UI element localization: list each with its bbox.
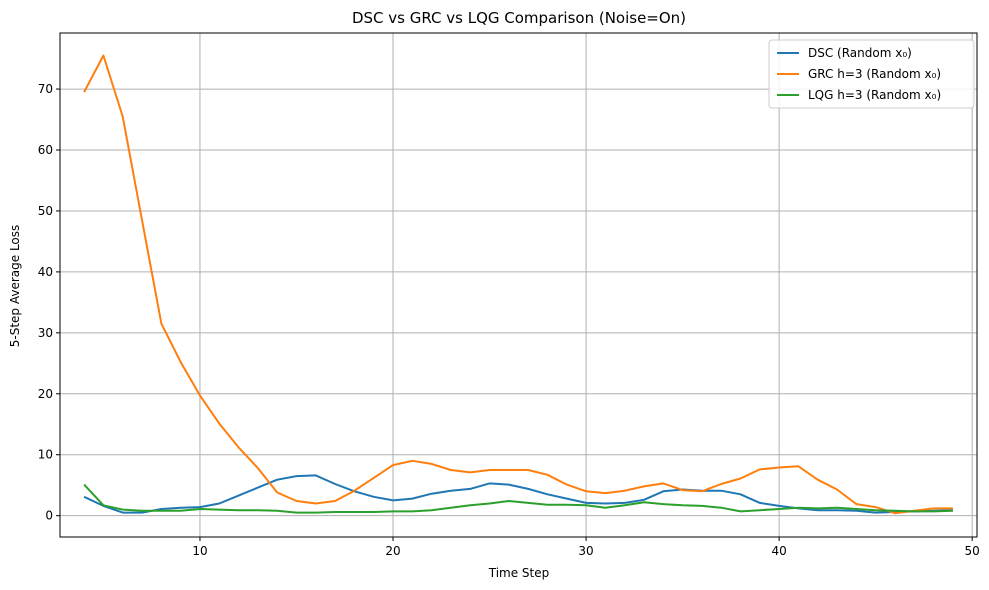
y-tick-label: 0 [45,509,53,523]
x-tick-label: 40 [771,544,786,558]
x-tick-label: 10 [192,544,207,558]
series-line-grc [83,54,953,515]
y-tick-label: 40 [38,265,53,279]
y-tick-label: 60 [38,143,53,157]
y-axis-ticks: 0 10 20 30 40 50 60 70 [38,82,60,523]
y-tick-label: 70 [38,82,53,96]
legend: DSC (Random x₀) GRC h=3 (Random x₀) LQG h=… [768,39,975,109]
y-tick-label: 20 [38,387,53,401]
x-tick-label: 30 [578,544,593,558]
grid-lines [60,33,977,537]
x-axis-ticks: 10 20 30 40 50 [192,537,980,558]
legend-label: GRC h=3 (Random x₀) [808,67,941,81]
plot-frame [59,32,978,538]
y-tick-label: 30 [38,326,53,340]
series-line-lqg [83,483,953,514]
series-layer [83,54,953,515]
x-axis-label: Time Step [488,566,550,580]
y-tick-label: 50 [38,204,53,218]
y-tick-label: 10 [38,448,53,462]
series-line-dsc [83,474,953,514]
x-tick-label: 50 [965,544,980,558]
y-axis-label: 5-Step Average Loss [8,225,22,348]
chart-title: DSC vs GRC vs LQG Comparison (Noise=On) [352,9,686,27]
legend-label: DSC (Random x₀) [808,46,912,60]
x-tick-label: 20 [385,544,400,558]
legend-box [768,39,975,109]
legend-label: LQG h=3 (Random x₀) [808,88,941,102]
